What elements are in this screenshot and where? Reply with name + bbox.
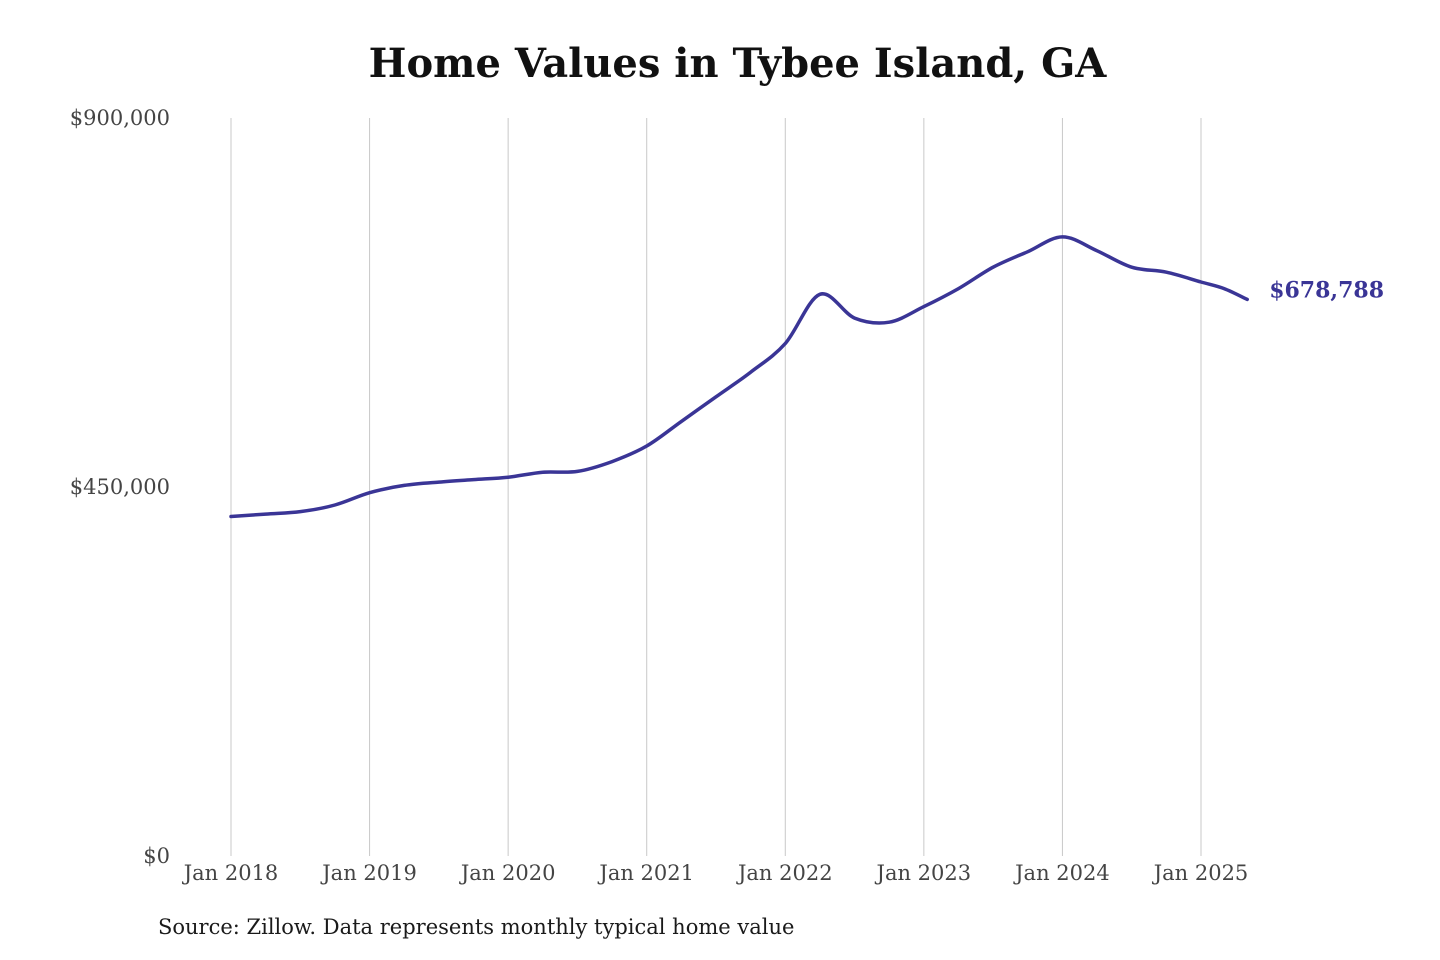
y-tick-label: $0 <box>143 844 170 868</box>
x-tick-label: Jan 2021 <box>597 861 694 885</box>
y-tick-label: $900,000 <box>70 106 170 130</box>
source-note: Source: Zillow. Data represents monthly … <box>158 915 795 939</box>
chart-title: Home Values in Tybee Island, GA <box>368 40 1107 87</box>
x-axis: Jan 2018 Jan 2019 Jan 2020 Jan 2021 Jan 2022… <box>182 861 1249 885</box>
end-value-label: $678,788 <box>1269 277 1384 303</box>
x-tick-label: Jan 2018 <box>182 861 279 885</box>
x-tick-label: Jan 2019 <box>320 861 417 885</box>
series-line <box>229 235 1249 519</box>
x-tick-label: Jan 2023 <box>875 861 972 885</box>
x-tick-label: Jan 2024 <box>1013 861 1110 885</box>
x-tick-label: Jan 2025 <box>1152 861 1249 885</box>
y-axis: $0 $450,000 $900,000 <box>70 106 170 868</box>
x-tick-label: Jan 2020 <box>459 861 556 885</box>
x-tick-label: Jan 2022 <box>736 861 833 885</box>
gridlines <box>230 118 1202 856</box>
y-tick-label: $450,000 <box>70 475 170 499</box>
series: $678,788 <box>229 235 1384 519</box>
